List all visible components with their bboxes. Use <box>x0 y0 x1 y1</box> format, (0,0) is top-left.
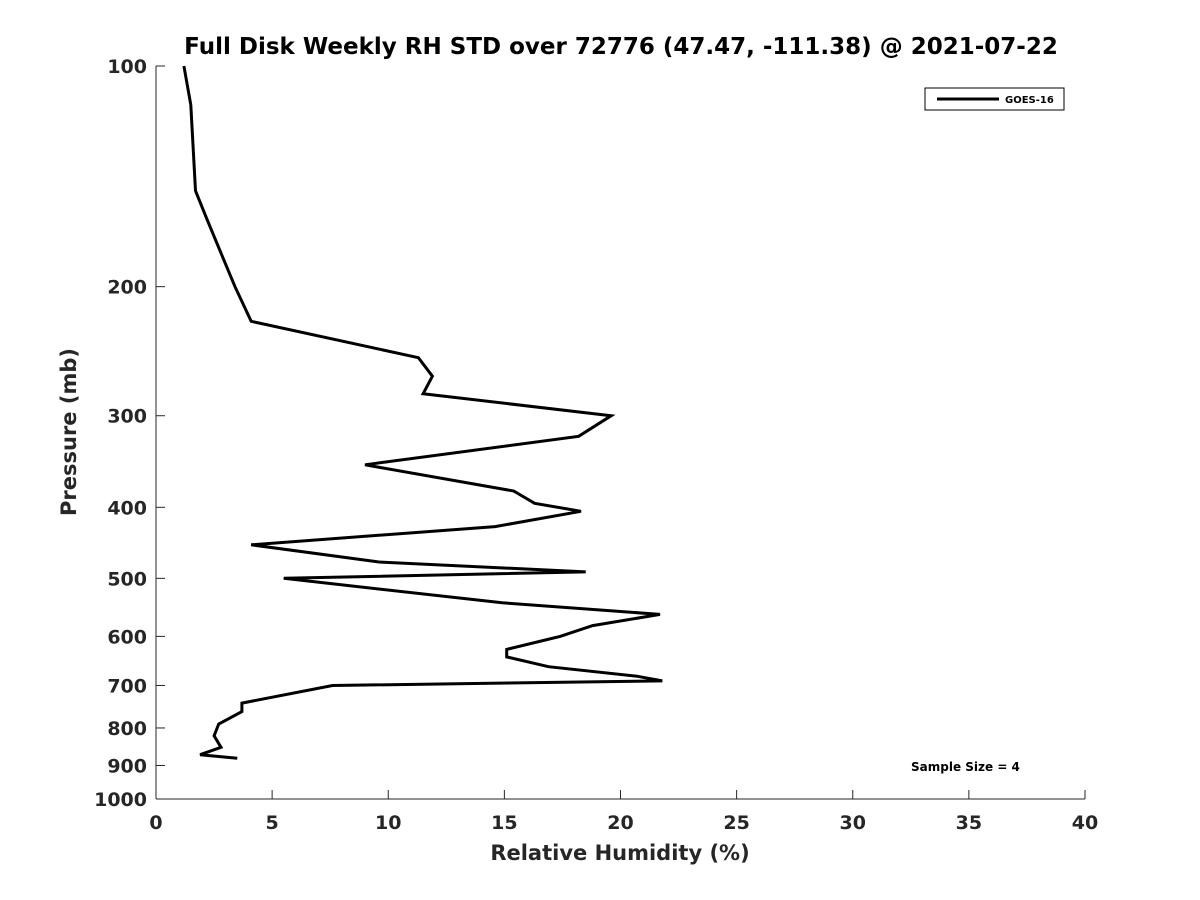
y-axis-title: Pressure (mb) <box>57 348 81 516</box>
y-tick-label: 700 <box>107 675 147 697</box>
y-axis-ticks: 100 200 300 400 500 600 700 800 900 1000 <box>94 56 165 811</box>
x-tick-label: 35 <box>956 812 982 834</box>
plot-area <box>156 66 1085 799</box>
x-tick-label: 20 <box>607 812 633 834</box>
chart-title: Full Disk Weekly RH STD over 72776 (47.4… <box>184 34 1058 60</box>
y-tick-label: 800 <box>107 718 147 740</box>
legend: GOES-16 <box>924 87 1065 111</box>
y-tick-label: 100 <box>107 56 147 78</box>
x-tick-label: 5 <box>266 812 279 834</box>
x-tick-label: 10 <box>375 812 401 834</box>
x-tick-label: 40 <box>1072 812 1098 834</box>
x-tick-label: 30 <box>840 812 866 834</box>
x-tick-label: 0 <box>149 812 162 834</box>
x-tick-label: 25 <box>723 812 749 834</box>
y-tick-label: 200 <box>107 277 147 299</box>
series-layer <box>182 65 663 760</box>
y-tick-label: 400 <box>107 497 147 519</box>
legend-label: GOES-16 <box>1005 95 1054 106</box>
x-axis-ticks: 0 5 10 15 20 25 30 35 40 <box>149 790 1098 834</box>
y-tick-label: 1000 <box>94 789 147 811</box>
sample-size-annotation: Sample Size = 4 <box>911 760 1020 774</box>
x-axis-title: Relative Humidity (%) <box>490 841 749 865</box>
y-tick-label: 500 <box>107 568 147 590</box>
y-tick-label: 600 <box>107 626 147 648</box>
y-tick-label: 300 <box>107 406 147 428</box>
y-tick-label: 900 <box>107 755 147 777</box>
x-tick-label: 15 <box>491 812 517 834</box>
series-line-goes-16 <box>182 65 663 760</box>
